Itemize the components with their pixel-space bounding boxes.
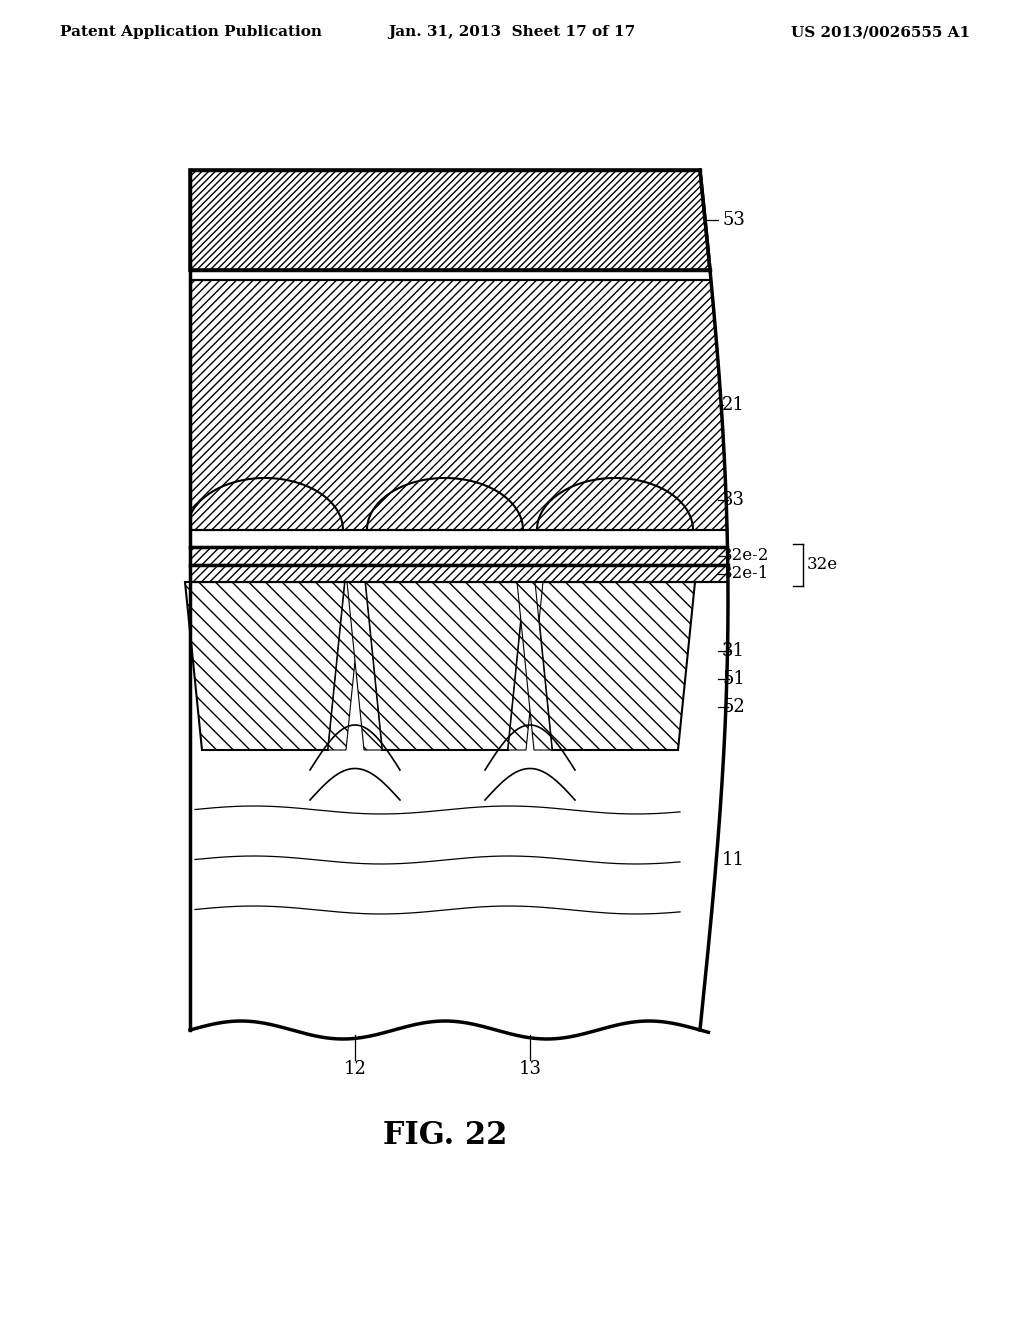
Polygon shape — [517, 582, 552, 750]
Polygon shape — [190, 170, 710, 271]
Text: 32e-2: 32e-2 — [722, 548, 769, 565]
Text: 21: 21 — [722, 396, 744, 414]
Text: 52: 52 — [722, 698, 744, 715]
Text: 33: 33 — [722, 491, 745, 510]
Polygon shape — [191, 478, 343, 531]
Polygon shape — [508, 582, 543, 750]
Text: Jan. 31, 2013  Sheet 17 of 17: Jan. 31, 2013 Sheet 17 of 17 — [388, 25, 636, 40]
Polygon shape — [365, 582, 525, 750]
Text: Patent Application Publication: Patent Application Publication — [60, 25, 322, 40]
Text: 11: 11 — [722, 851, 745, 869]
Text: US 2013/0026555 A1: US 2013/0026555 A1 — [791, 25, 970, 40]
Polygon shape — [328, 582, 362, 750]
Text: 53: 53 — [722, 211, 744, 228]
Polygon shape — [535, 582, 695, 750]
Polygon shape — [367, 478, 523, 531]
Polygon shape — [537, 478, 693, 531]
Polygon shape — [347, 582, 382, 750]
Polygon shape — [190, 565, 728, 582]
Text: 32e: 32e — [807, 556, 838, 573]
Text: 13: 13 — [518, 1060, 542, 1078]
Text: 31: 31 — [722, 642, 745, 660]
Polygon shape — [190, 546, 728, 565]
Text: FIG. 22: FIG. 22 — [383, 1119, 507, 1151]
Text: 51: 51 — [722, 671, 744, 688]
Text: 32e-1: 32e-1 — [722, 565, 769, 582]
Polygon shape — [190, 280, 727, 531]
Polygon shape — [185, 582, 345, 750]
Text: 12: 12 — [344, 1060, 367, 1078]
